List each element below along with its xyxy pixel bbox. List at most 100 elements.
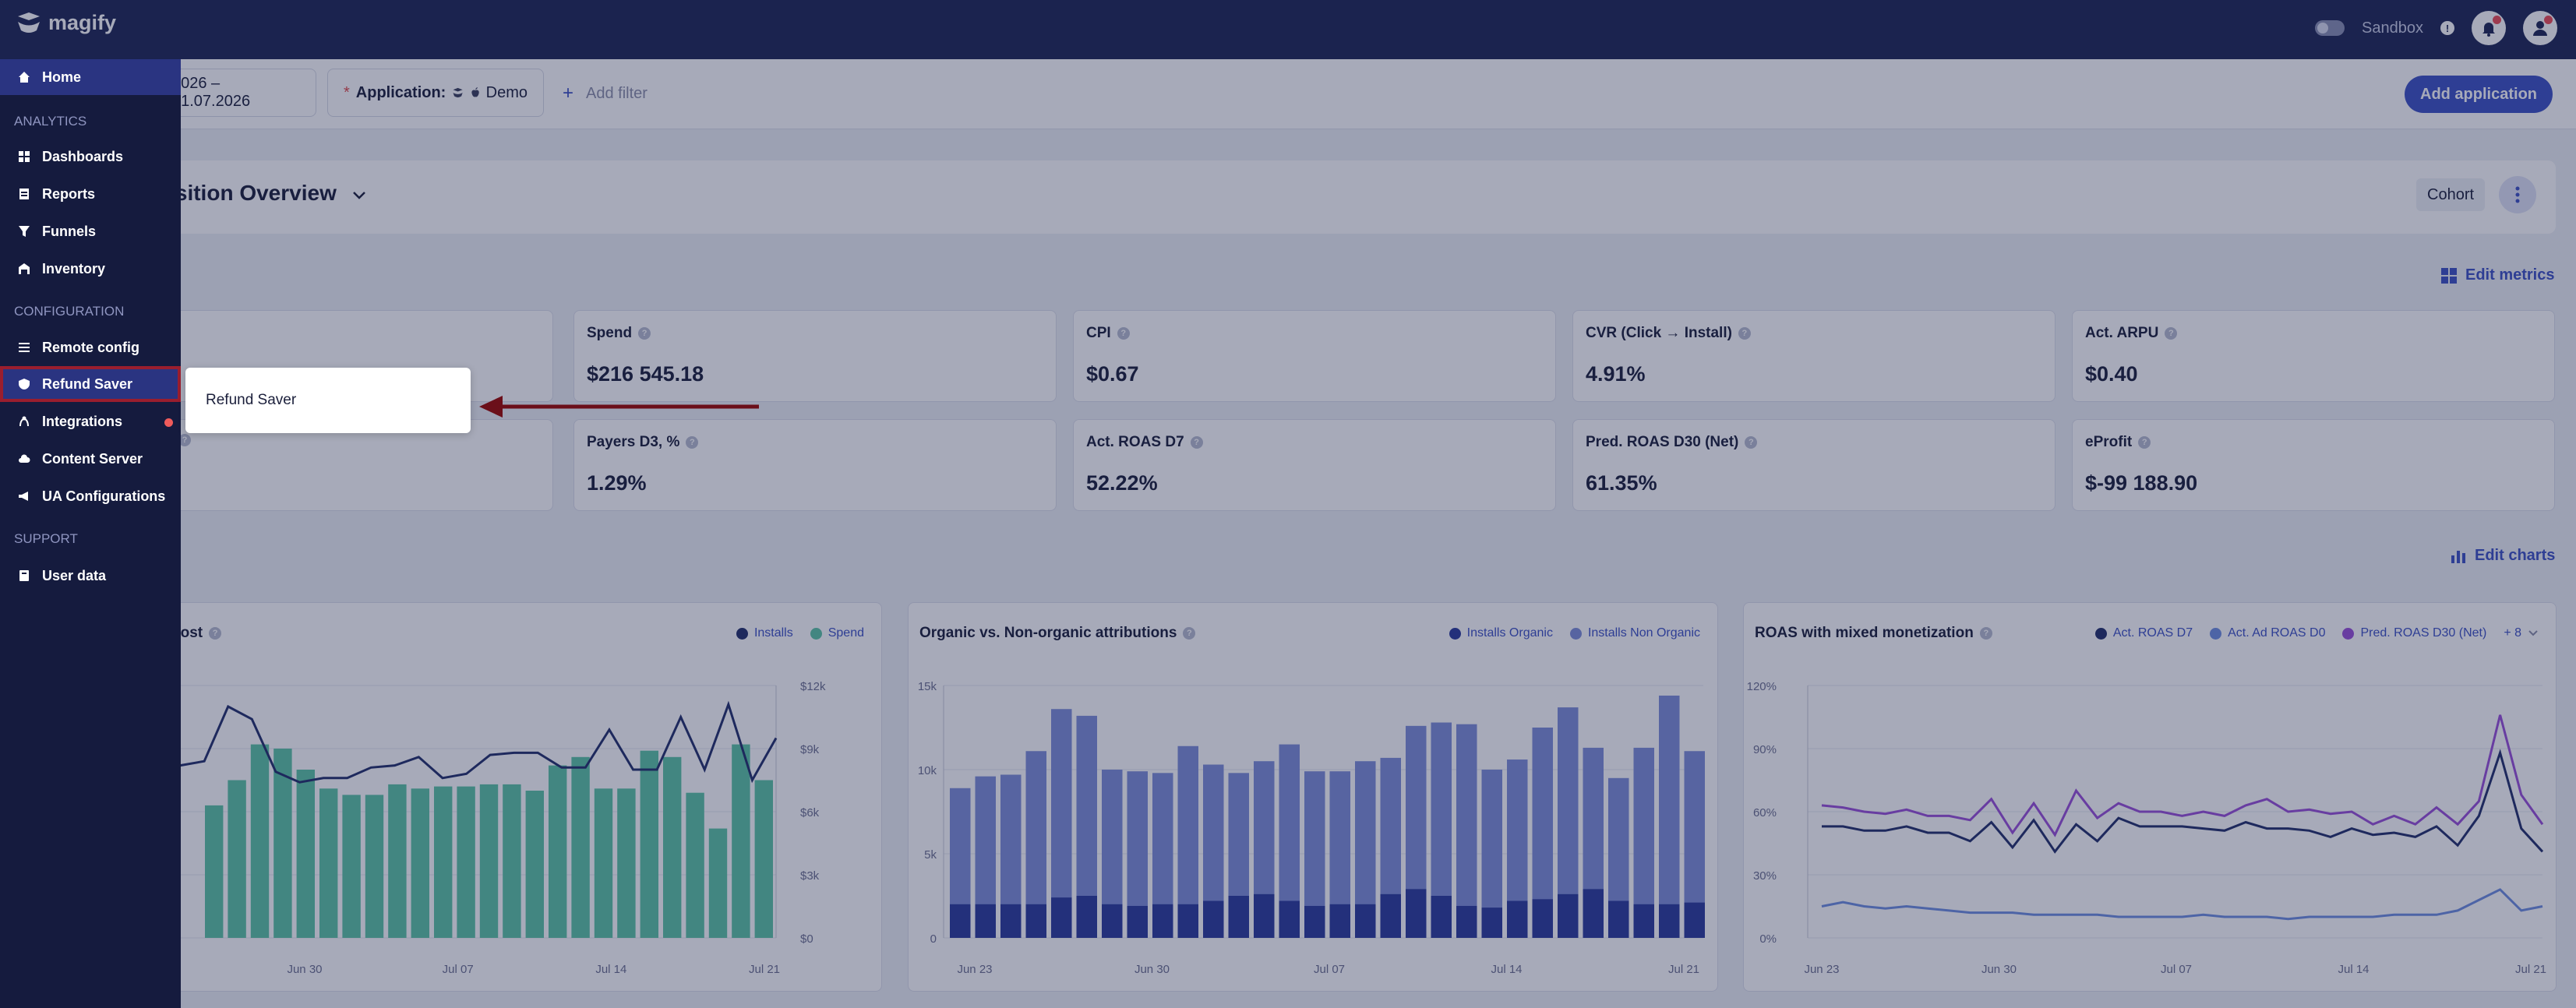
help-icon[interactable]: ? (1183, 627, 1196, 640)
x-tick-label: Jul 07 (2161, 963, 2192, 976)
bar-spend (296, 770, 315, 938)
y-tick-label: $0 (800, 932, 813, 946)
metric-card-spend[interactable]: Spend? $216 545.18 (573, 310, 1057, 402)
chart-card-roas: ROAS with mixed monetization? Act. ROAS … (1743, 602, 2557, 992)
help-icon[interactable]: ? (1190, 436, 1203, 449)
y-tick-label: $9k (800, 743, 820, 756)
bar-organic (1583, 889, 1604, 938)
sidebar-item-home[interactable]: Home (0, 59, 181, 95)
legend-spend[interactable]: Spend (810, 626, 864, 640)
info-icon[interactable]: ! (2440, 21, 2454, 35)
y-tick-label: 0 (930, 932, 937, 946)
bar-organic (1532, 899, 1553, 938)
cost-chart: $0 $3k $6k $9k $12k Jun 30 Jul 07 Jul 14 Jul 21 (156, 680, 826, 976)
application-filter[interactable]: * Application: Demo (327, 69, 544, 117)
brand-name: magify (48, 11, 117, 34)
edit-charts-link[interactable]: Edit charts (2450, 547, 2555, 565)
sidebar-item-reports[interactable]: Reports (0, 176, 181, 212)
bar-spend (525, 791, 544, 938)
bar-spend (205, 805, 224, 938)
metric-card-pred-roas[interactable]: Pred. ROAS D30 (Net)? 61.35% (1572, 419, 2056, 511)
sidebar-item-ua-configurations[interactable]: UA Configurations (0, 478, 181, 514)
bar-spend (663, 756, 682, 938)
y-tick-label: 120% (1747, 680, 1777, 693)
add-application-button[interactable]: Add application (2405, 76, 2553, 113)
sandbox-toggle[interactable] (2315, 20, 2345, 36)
bar-organic (1380, 893, 1401, 938)
sidebar-item-funnels[interactable]: Funnels (0, 213, 181, 249)
home-icon (17, 70, 31, 84)
sidebar-item-user-data[interactable]: User data (0, 558, 181, 594)
bar-spend (732, 744, 750, 938)
dashboard-title[interactable]: uisition Overview (156, 181, 366, 206)
bar-organic (1329, 904, 1350, 938)
help-icon[interactable]: ? (2138, 436, 2151, 449)
help-icon[interactable]: ? (686, 436, 699, 449)
bar-organic (1431, 896, 1452, 938)
section-support: SUPPORT (14, 531, 78, 546)
bar-organic (1076, 896, 1097, 938)
organic-chart: 0 5k 10k 15k Jun 23 Jun 30 Jul 07 Jul 14 Jul 21 (918, 680, 1705, 976)
add-filter-button[interactable]: + Add filter (563, 83, 648, 104)
metric-card-cvr[interactable]: CVR (Click → Install)? 4.91% (1572, 310, 2056, 402)
cohort-button[interactable]: Cohort (2416, 178, 2486, 211)
notifications-button[interactable] (2472, 11, 2506, 45)
sidebar-item-inventory[interactable]: Inventory (0, 251, 181, 287)
sidebar-item-dashboards[interactable]: Dashboards (0, 139, 181, 174)
bar-organic (1000, 904, 1022, 938)
metric-card-payers[interactable]: Payers D3, %? 1.29% (573, 419, 1057, 511)
x-tick-label: Jul 07 (1314, 963, 1345, 976)
legend-act-roas-d7[interactable]: Act. ROAS D7 (2094, 626, 2193, 640)
megaphone-icon (17, 489, 31, 503)
chevron-down-icon (2528, 630, 2538, 636)
legend-more-button[interactable]: + 8 (2504, 626, 2539, 640)
help-icon[interactable]: ? (1979, 627, 1992, 640)
bar-spend (754, 780, 773, 938)
bar-spend (319, 788, 338, 938)
y-tick-label: 10k (918, 764, 937, 777)
legend-act-ad-roas-d0[interactable]: Act. Ad ROAS D0 (2210, 626, 2325, 640)
bar-spend (457, 786, 475, 938)
y-tick-label: 30% (1753, 869, 1777, 883)
refund-saver-tooltip[interactable]: Refund Saver (185, 368, 471, 433)
bar-spend (617, 788, 636, 938)
sidebar-item-content-server[interactable]: Content Server (0, 441, 181, 477)
metric-card-eprofit[interactable]: eProfit? $-99 188.90 (2072, 419, 2555, 511)
x-tick-label: Jul 07 (443, 963, 474, 976)
help-icon[interactable]: ? (1738, 327, 1751, 340)
more-options-button[interactable] (2499, 176, 2536, 213)
metric-card-arpu[interactable]: Act. ARPU? $0.40 (2072, 310, 2555, 402)
sidebar-item-refund-saver[interactable]: Refund Saver (0, 366, 181, 402)
y-tick-label: 0% (1759, 932, 1777, 946)
legend-pred-roas-d30[interactable]: Pred. ROAS D30 (Net) (2342, 626, 2486, 640)
bar-organic (1456, 905, 1477, 938)
x-tick-label: Jun 23 (1804, 963, 1839, 976)
bar-spend (571, 756, 590, 938)
magify-logo[interactable]: magify (16, 11, 116, 35)
help-icon[interactable]: ? (638, 327, 651, 340)
help-icon[interactable]: ? (1117, 327, 1130, 340)
help-icon[interactable]: ? (1745, 436, 1758, 449)
date-range-value: 2026 – 21.07.2026 (172, 75, 251, 110)
user-avatar-button[interactable] (2523, 11, 2557, 45)
date-range-filter[interactable]: 2026 – 21.07.2026 (156, 69, 316, 117)
bar-organic (1481, 908, 1502, 938)
help-icon[interactable]: ? (178, 434, 191, 446)
integrations-alert-dot (164, 418, 173, 427)
x-tick-label: Jun 23 (957, 963, 992, 976)
chart-title: Organic vs. Non-organic attributions (919, 625, 1177, 641)
sidebar-item-remote-config[interactable]: Remote config (0, 330, 181, 365)
x-tick-label: Jul 21 (2515, 963, 2546, 976)
legend-installs-non-organic[interactable]: Installs Non Organic (1569, 626, 1700, 640)
line-act-roas-d7 (1822, 749, 2544, 854)
help-icon[interactable]: ? (209, 627, 222, 640)
help-icon[interactable]: ? (2165, 327, 2178, 340)
metric-card-roas-d7[interactable]: Act. ROAS D7? 52.22% (1073, 419, 1556, 511)
plug-icon (17, 414, 31, 428)
sidebar-item-integrations[interactable]: Integrations (0, 404, 181, 439)
edit-metrics-link[interactable]: Edit metrics (2440, 266, 2554, 284)
legend-installs-organic[interactable]: Installs Organic (1449, 626, 1553, 640)
legend-installs[interactable]: Installs (736, 626, 793, 640)
metric-card-cpi[interactable]: CPI? $0.67 (1073, 310, 1556, 402)
